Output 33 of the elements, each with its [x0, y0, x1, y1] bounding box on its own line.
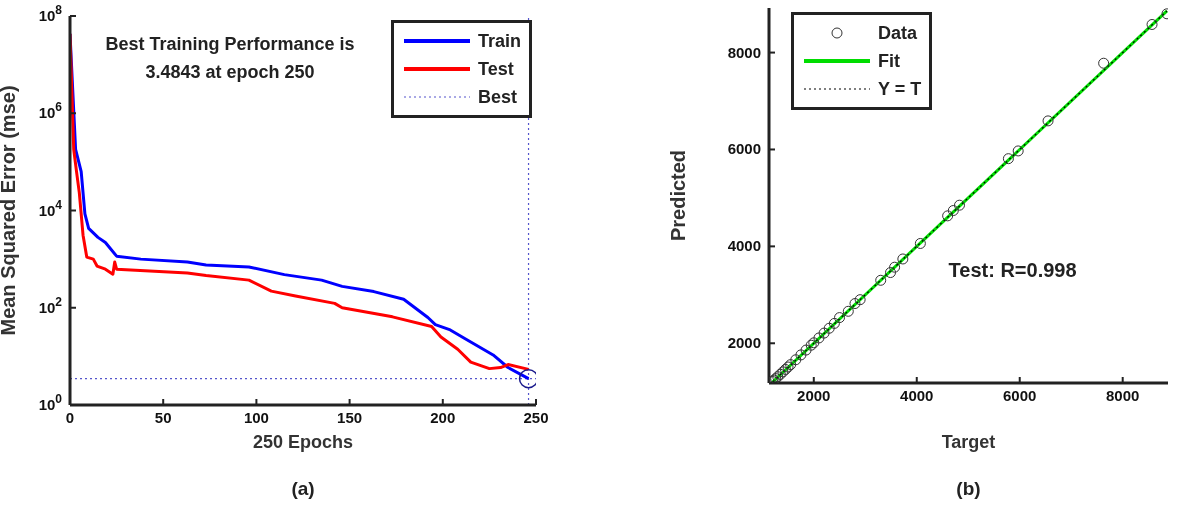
x-tick-label: 2000	[797, 387, 831, 404]
text: (a)	[290, 478, 316, 500]
y-axis-title: Mean Squared Error (mse)	[0, 85, 20, 336]
y-tick-label: 10$^{8}$	[38, 3, 63, 24]
legend-label: Y = T	[878, 78, 922, 100]
x-tick-label: 50	[154, 409, 172, 426]
y-tick-label: 10$^{4}$	[38, 197, 63, 219]
legend-label: Train	[477, 30, 521, 52]
x-axis-title: 250 Epochs	[252, 432, 354, 452]
y-tick-label: 6000	[727, 140, 761, 158]
y-tick-label: 10$^{6}$	[38, 100, 63, 122]
y-tick-label: 10$^{0}$	[38, 392, 63, 413]
legend-label: Best	[477, 86, 517, 108]
annotation: Test: R=0.998	[948, 259, 1077, 283]
x-tick-label: 200	[430, 409, 456, 426]
x-tick-label: 4000	[900, 387, 934, 404]
x-tick-label: 8000	[1106, 387, 1140, 404]
text: Best Training Performance is 3.4843 at epoch 250	[104, 33, 356, 84]
x-tick-label: 250	[523, 409, 549, 426]
y-tick-label: 4000	[727, 237, 761, 255]
y-tick-label: 10$^{2}$	[38, 294, 63, 316]
legend-label: Test	[477, 58, 514, 80]
legend-label: Data	[878, 22, 918, 44]
text: (b)	[955, 478, 982, 500]
x-tick-label: 6000	[1003, 387, 1037, 404]
x-tick-label: 100	[243, 409, 269, 426]
x-axis-title: Target	[941, 432, 996, 452]
legend-label: Fit	[878, 50, 900, 72]
y-tick-label: 2000	[727, 334, 761, 352]
x-tick-label: 150	[337, 409, 363, 426]
y-axis-title: Predicted	[667, 149, 690, 242]
y-tick-label: 8000	[727, 43, 761, 61]
x-tick-label: 0	[65, 409, 75, 426]
